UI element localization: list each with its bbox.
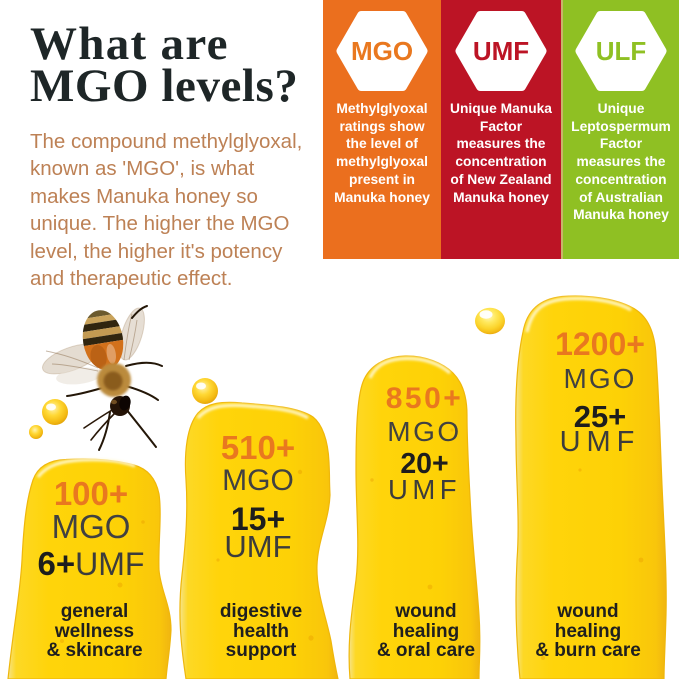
svg-text:MGO: MGO [351, 36, 413, 66]
svg-text:UMF: UMF [473, 36, 529, 66]
svg-text:ULF: ULF [596, 36, 647, 66]
